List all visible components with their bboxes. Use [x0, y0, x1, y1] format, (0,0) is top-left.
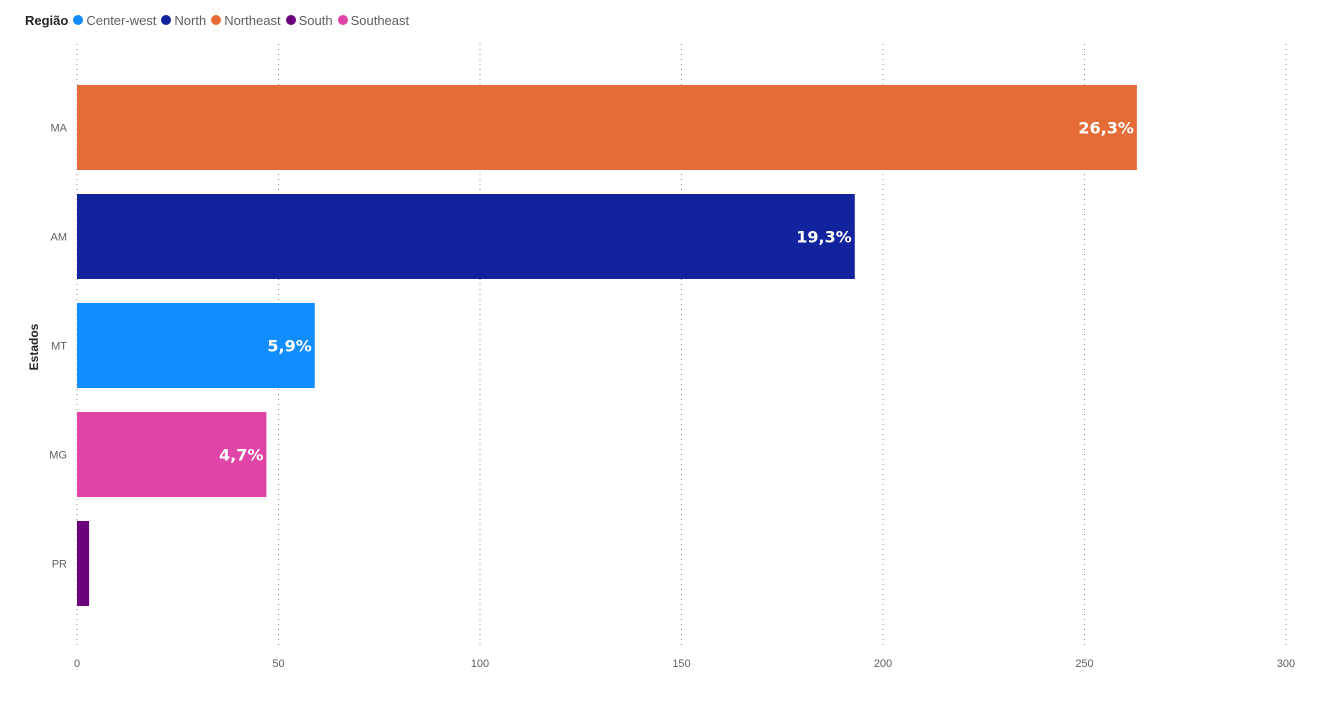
legend-title: Região [25, 12, 69, 28]
x-tick-label-100: 100 [471, 658, 489, 670]
legend-swatch-north [161, 15, 172, 25]
x-tick-label-250: 250 [1075, 658, 1093, 670]
x-tick-label-50: 50 [272, 658, 284, 670]
legend-item-south[interactable]: South [285, 12, 333, 28]
y-tick-label-am: AM [51, 232, 68, 244]
legend-item-north[interactable]: North [161, 13, 206, 28]
x-tick-label-0: 0 [74, 658, 80, 670]
bar-mt[interactable] [77, 303, 315, 388]
x-tick-label-200: 200 [874, 658, 892, 670]
legend-label-center-west: Center-west [86, 12, 157, 28]
legend-label-northeast: Northeast [224, 12, 281, 28]
legend-label-south: South [298, 12, 333, 28]
bar-mg[interactable] [77, 412, 267, 497]
y-tick-label-pr: PR [52, 559, 67, 571]
legend-swatch-northeast [211, 15, 222, 25]
bar-pr[interactable] [77, 521, 90, 606]
data-label-mt: 5,9% [267, 337, 311, 356]
legend-label-north: North [174, 12, 207, 28]
legend-swatch-southeast [337, 15, 348, 25]
y-tick-label-mg: MG [49, 450, 67, 462]
bar-am[interactable] [77, 194, 855, 279]
x-tick-label-150: 150 [672, 658, 690, 670]
legend-swatch-south [285, 15, 296, 25]
y-tick-label-ma: MA [51, 123, 68, 135]
legend-item-center-west[interactable]: Center-west [73, 13, 156, 28]
data-label-am: 19,3% [796, 228, 852, 247]
x-tick-label-300: 300 [1277, 658, 1295, 670]
y-tick-label-mt: MT [51, 341, 67, 353]
legend-swatch-center-west [73, 15, 84, 25]
data-label-ma: 26,3% [1078, 119, 1134, 138]
legend-label-southeast: Southeast [350, 12, 410, 28]
data-label-mg: 4,7% [219, 446, 263, 465]
bar-ma[interactable] [77, 85, 1137, 170]
legend-item-southeast[interactable]: Southeast [337, 12, 410, 28]
legend-item-northeast[interactable]: Northeast [211, 12, 281, 28]
legend: Região Center-west North Northeast South… [25, 11, 414, 29]
